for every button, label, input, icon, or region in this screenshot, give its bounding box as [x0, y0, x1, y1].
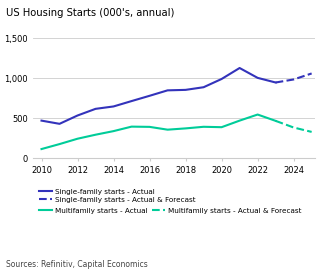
Legend: Multifamily starts - Actual, Multifamily starts - Actual & Forecast: Multifamily starts - Actual, Multifamily…: [36, 204, 304, 216]
Text: US Housing Starts (000's, annual): US Housing Starts (000's, annual): [6, 8, 175, 18]
Text: Sources: Refinitiv, Capital Economics: Sources: Refinitiv, Capital Economics: [6, 260, 148, 269]
